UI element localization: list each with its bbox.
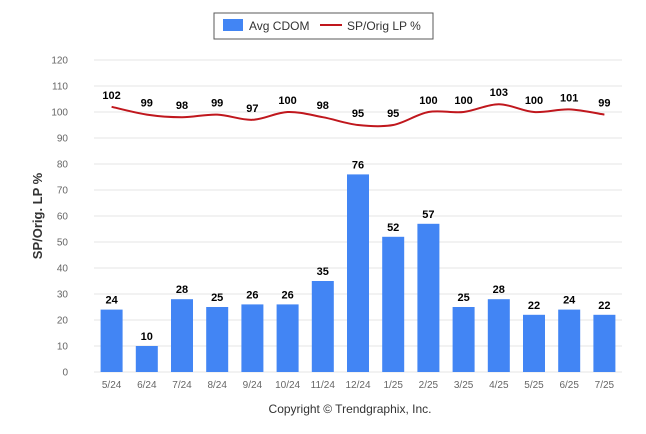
x-tick-label-8-24: 8/24 bbox=[207, 380, 227, 391]
bar-12-24 bbox=[347, 174, 369, 372]
line-value-label: 100 bbox=[419, 95, 437, 107]
bar-6-25 bbox=[558, 309, 581, 372]
y-tick-label-20: 20 bbox=[57, 316, 69, 327]
bar-value-label: 35 bbox=[317, 266, 329, 278]
bar-value-label: 76 bbox=[352, 159, 364, 171]
x-tick-label-7-25: 7/25 bbox=[595, 380, 615, 391]
line-value-label: 95 bbox=[387, 108, 399, 120]
y-tick-label-90: 90 bbox=[57, 134, 69, 145]
y-tick-label-110: 110 bbox=[52, 82, 68, 93]
line-value-label: 101 bbox=[560, 92, 578, 104]
line-value-label: 99 bbox=[141, 98, 153, 110]
y-tick-label-30: 30 bbox=[57, 290, 69, 301]
x-tick-label-9-24: 9/24 bbox=[243, 380, 263, 391]
x-tick-label-4-25: 4/25 bbox=[489, 380, 509, 391]
bar-8-24 bbox=[206, 307, 229, 372]
x-tick-label-3-25: 3/25 bbox=[454, 380, 474, 391]
x-tick-label-10-24: 10/24 bbox=[275, 380, 300, 391]
bar-5-25 bbox=[523, 314, 545, 372]
x-tick-label-5-24: 5/24 bbox=[102, 380, 122, 391]
line-value-label: 95 bbox=[352, 108, 364, 120]
bar-value-label: 57 bbox=[422, 209, 434, 221]
line-value-label: 99 bbox=[211, 98, 223, 110]
legend: Avg CDOM SP/Orig LP % bbox=[213, 12, 434, 40]
bar-value-label: 25 bbox=[211, 292, 223, 304]
x-tick-label-11-24: 11/24 bbox=[311, 380, 336, 391]
y-axis-title: SP/Orig. LP % bbox=[30, 172, 45, 259]
bar-value-label: 24 bbox=[563, 295, 576, 307]
legend-label-avg-cdom: Avg CDOM bbox=[249, 19, 309, 33]
line-value-label: 100 bbox=[278, 95, 296, 107]
line-value-label: 98 bbox=[317, 100, 329, 112]
y-tick-label-120: 120 bbox=[51, 56, 68, 67]
y-tick-label-100: 100 bbox=[51, 108, 68, 119]
line-value-label: 103 bbox=[490, 87, 508, 99]
bar-value-label: 22 bbox=[528, 300, 540, 312]
bar-5-24 bbox=[100, 309, 123, 372]
bar-9-24 bbox=[241, 304, 264, 372]
x-tick-label-1-25: 1/25 bbox=[383, 380, 403, 391]
line-value-label: 97 bbox=[246, 103, 258, 115]
line-value-label: 102 bbox=[102, 90, 120, 102]
bar-value-label: 22 bbox=[598, 300, 610, 312]
legend-swatch-avg-cdom bbox=[223, 19, 243, 31]
bar-value-label: 25 bbox=[457, 292, 469, 304]
x-tick-label-5-25: 5/25 bbox=[524, 380, 544, 391]
bar-value-label: 52 bbox=[387, 222, 399, 234]
copyright-footer: Copyright © Trendgraphix, Inc. bbox=[269, 402, 432, 416]
y-tick-label-0: 0 bbox=[62, 368, 68, 379]
bar-value-label: 10 bbox=[141, 331, 153, 343]
bar-6-24 bbox=[135, 346, 158, 372]
x-tick-label-2-25: 2/25 bbox=[419, 380, 439, 391]
line-path-sp-orig-lp bbox=[111, 103, 605, 128]
x-tick-label-6-25: 6/25 bbox=[559, 380, 579, 391]
y-tick-label-80: 80 bbox=[57, 160, 69, 171]
x-tick-label-7-24: 7/24 bbox=[172, 380, 192, 391]
line-value-label: 99 bbox=[598, 98, 610, 110]
y-tick-label-50: 50 bbox=[57, 238, 69, 249]
bar-4-25 bbox=[487, 299, 510, 372]
bar-value-label: 26 bbox=[281, 289, 293, 301]
bar-value-label: 26 bbox=[246, 289, 258, 301]
line-series-sp-orig-lp bbox=[111, 103, 605, 128]
bar-1-25 bbox=[382, 236, 405, 372]
bar-2-25 bbox=[417, 223, 440, 372]
x-tick-label-6-24: 6/24 bbox=[137, 380, 157, 391]
x-axis-ticks: 5/24 6/24 7/24 8/24 9/24 10/24 11/24 12/24 1/25 2… bbox=[102, 380, 615, 391]
y-tick-label-10: 10 bbox=[57, 342, 69, 353]
bar-11-24 bbox=[311, 281, 334, 372]
bar-7-25 bbox=[593, 314, 616, 372]
y-tick-label-40: 40 bbox=[57, 264, 69, 275]
legend-label-sp-orig-lp: SP/Orig LP % bbox=[347, 19, 421, 33]
y-axis-ticks: 0 10 20 30 40 50 60 70 80 90 100 110 120 bbox=[51, 56, 68, 379]
y-tick-label-60: 60 bbox=[57, 212, 69, 223]
bar-series-avg-cdom bbox=[100, 174, 616, 372]
bar-7-24 bbox=[171, 299, 193, 372]
line-value-label: 98 bbox=[176, 100, 188, 112]
x-tick-label-12-24: 12/24 bbox=[345, 380, 370, 391]
line-value-label: 100 bbox=[525, 95, 543, 107]
y-tick-label-70: 70 bbox=[57, 186, 69, 197]
bar-3-25 bbox=[452, 307, 475, 372]
data-labels: 24 10 28 25 26 26 35 76 52 57 25 28 22 24 22 102 99 98 99 9… bbox=[102, 87, 610, 343]
bar-value-label: 28 bbox=[493, 284, 505, 296]
bar-value-label: 24 bbox=[105, 295, 118, 307]
bar-10-24 bbox=[276, 304, 299, 372]
bar-value-label: 28 bbox=[176, 284, 188, 296]
line-value-label: 100 bbox=[454, 95, 472, 107]
